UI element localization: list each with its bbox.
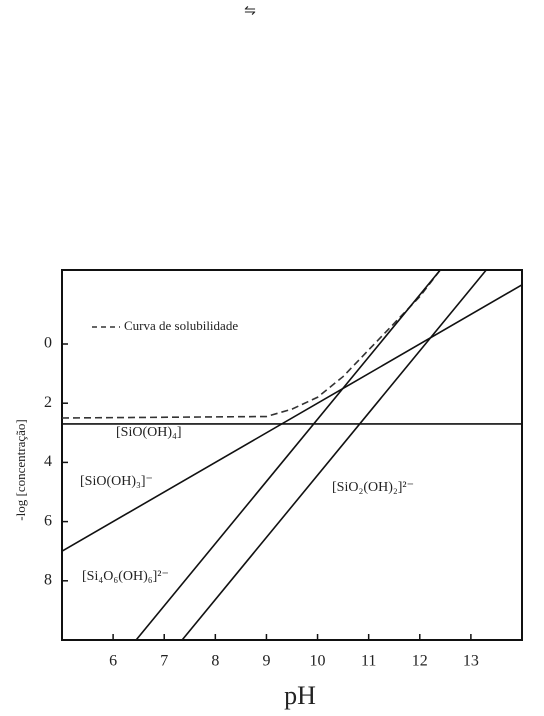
series-line [61, 284, 523, 552]
series-line [135, 269, 441, 641]
y-tick-label: 8 [44, 571, 52, 588]
series-label: [SiO(OH)₄] [116, 425, 182, 440]
series-label: [SiO₂(OH)₂]²⁻ [332, 480, 414, 495]
x-axis-label: pH [284, 681, 316, 710]
x-tick-label: 13 [463, 653, 479, 670]
x-tick-label: 7 [160, 653, 168, 670]
x-tick-label: 9 [262, 653, 270, 670]
x-tick-label: 11 [361, 653, 376, 670]
x-tick-label: 6 [109, 653, 117, 670]
x-tick-label: 8 [211, 653, 219, 670]
x-tick-label: 10 [310, 653, 326, 670]
y-axis-label: -log [concentração] [13, 419, 28, 520]
x-tick-label: 12 [412, 653, 428, 670]
y-tick-label: 4 [44, 453, 52, 470]
legend-label: Curva de solubilidade [124, 318, 238, 333]
y-tick-label: 0 [44, 335, 52, 352]
plot-frame [61, 269, 523, 641]
header-symbol: ⇋ [244, 4, 256, 19]
y-tick-label: 6 [44, 512, 52, 529]
series-line [181, 269, 487, 641]
y-tick-label: 2 [44, 394, 52, 411]
series-label: [Si₄O₆(OH)₆]²⁻ [82, 569, 169, 584]
series-label: [SiO(OH)₃]⁻ [80, 474, 153, 489]
